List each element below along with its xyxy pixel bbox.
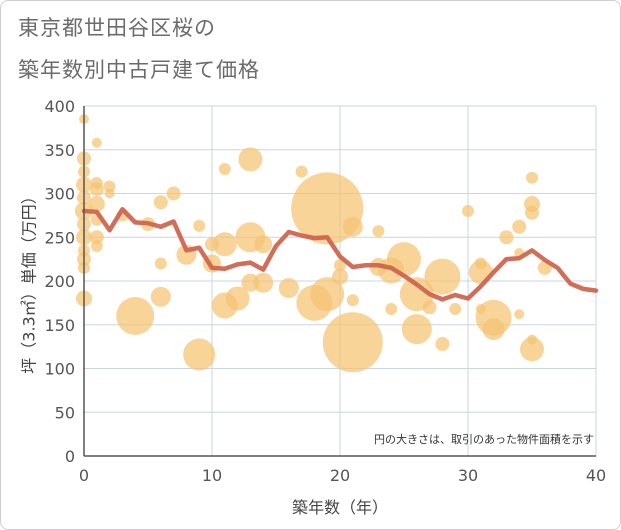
size-annotation: 円の大きさは、取引のあった物件面積を示す (374, 432, 594, 446)
bubble-point (212, 232, 237, 257)
bubble-point (332, 268, 348, 285)
bubble-point (525, 205, 539, 220)
axes (83, 106, 596, 457)
bubble-point (435, 337, 450, 351)
bubble-point (104, 188, 115, 199)
bubble-point (150, 286, 171, 307)
y-tick-label: 150 (44, 316, 75, 335)
bubble-point (342, 216, 363, 237)
x-axis-label: 築年数（年） (292, 498, 388, 517)
bubble-point (193, 219, 206, 232)
bubble-point (166, 186, 181, 201)
bubble-point (372, 225, 385, 238)
bubble-point (401, 314, 432, 345)
bubble-point (278, 278, 299, 298)
bubble-point (424, 258, 461, 295)
chart-title-line2: 築年数別中古戸建て価格 (18, 58, 260, 82)
y-tick-label: 50 (55, 403, 75, 422)
bubble-series (75, 114, 552, 373)
bubble-point (88, 196, 105, 212)
x-tick-label: 30 (458, 466, 478, 485)
bubble-point (334, 259, 346, 272)
bubble-point (295, 165, 308, 178)
bubble-point (153, 195, 168, 210)
y-tick-label: 350 (44, 141, 75, 160)
y-tick-label: 200 (44, 272, 75, 291)
bubble-point (512, 219, 527, 234)
bubble-point (89, 182, 104, 197)
y-tick-label: 300 (44, 185, 75, 204)
bubble-point (449, 303, 462, 315)
bubble-point (218, 163, 231, 175)
y-tick-label: 0 (65, 447, 75, 466)
bubble-point (183, 338, 216, 371)
bubble-point (422, 300, 437, 315)
bubble-point (526, 171, 538, 184)
x-tick-label: 40 (586, 466, 606, 485)
line-series (81, 207, 599, 302)
bubble-point (91, 137, 102, 148)
x-tick-label: 0 (79, 466, 89, 485)
y-tick-label: 400 (44, 97, 75, 116)
bubble-point (254, 235, 273, 254)
y-axis-label: 坪（3.3㎡）単価（万円） (20, 188, 39, 373)
bubble-point (238, 147, 263, 172)
bubble-point (468, 260, 493, 285)
chart-title-line1: 東京都世田谷区桜の (18, 16, 216, 40)
bubble-point (482, 318, 505, 341)
bubble-point (310, 277, 345, 312)
tick-labels: 0 50 100 150 200 250 300 350 400 0 10 20 30 40 (44, 97, 606, 485)
bubble-point (385, 303, 398, 315)
bubble-point (387, 242, 421, 277)
x-tick-label: 10 (202, 466, 222, 485)
bubble-point (225, 286, 250, 311)
x-tick-label: 20 (330, 466, 350, 485)
bubble-point (322, 312, 383, 373)
y-tick-label: 100 (44, 360, 75, 379)
bubble-point (499, 230, 514, 245)
bubble-point (116, 297, 155, 335)
bubble-point (90, 240, 103, 252)
bubble-point (514, 309, 525, 320)
average-price-line (81, 207, 599, 302)
bubble-point (253, 272, 274, 293)
bubble-point (346, 294, 359, 307)
bubble-point (89, 230, 104, 245)
bubble-point (154, 257, 167, 270)
bubble-point (520, 337, 544, 362)
bubble-point (462, 205, 474, 217)
y-tick-label: 250 (44, 228, 75, 247)
